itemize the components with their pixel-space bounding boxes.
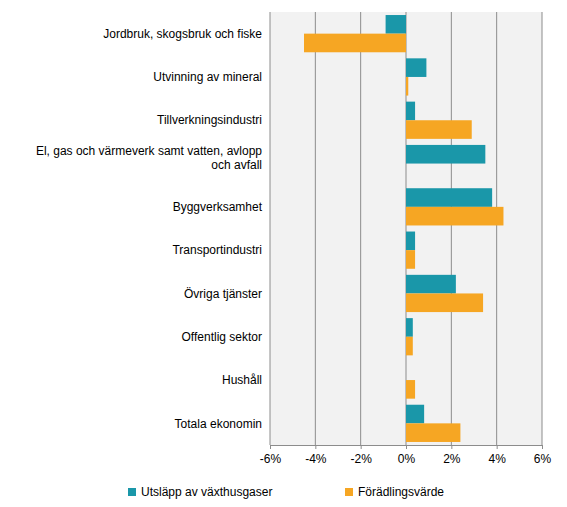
x-axis: -6% -4% -2% 0% 2% 4% 6% xyxy=(260,445,552,466)
category-label: Övriga tjänster xyxy=(184,287,262,301)
bar xyxy=(406,318,413,337)
grid-line xyxy=(270,12,271,445)
bar xyxy=(406,77,408,96)
legend: Utsläpp av växthusgaser Förädlingsvärde xyxy=(128,485,444,499)
category-label: Offentlig sektor xyxy=(182,330,262,344)
bar xyxy=(406,275,456,294)
tick-label: -6% xyxy=(260,452,282,466)
bar xyxy=(406,164,407,183)
grid xyxy=(270,12,542,445)
tick: 4% xyxy=(488,445,506,466)
tick-label: 0% xyxy=(398,452,416,466)
tick-label: 6% xyxy=(534,452,552,466)
tick-mark xyxy=(361,445,362,449)
category-label: El, gas och värmeverk samt vatten, avlop… xyxy=(36,144,262,172)
tick-mark xyxy=(451,445,452,449)
tick-label: -4% xyxy=(305,452,327,466)
bar xyxy=(406,380,415,399)
tick: 0% xyxy=(398,445,416,466)
legend-swatch xyxy=(345,488,353,496)
y-axis: Jordbruk, skogsbruk och fiske Utvinning a… xyxy=(36,27,263,431)
category-label-line: Byggverksamhet xyxy=(173,200,263,214)
bar xyxy=(386,15,406,34)
tick-mark xyxy=(497,445,498,449)
plot: -6% -4% -2% 0% 2% 4% 6% Jordbruk, skogsbruk och… xyxy=(36,12,552,466)
category-label: Jordbruk, skogsbruk och fiske xyxy=(103,27,262,41)
bar xyxy=(406,293,483,312)
category-label: Byggverksamhet xyxy=(173,200,263,214)
category-label-line: Offentlig sektor xyxy=(182,330,262,344)
category-label: Tillverkningsindustri xyxy=(157,113,262,127)
tick: 2% xyxy=(443,445,461,466)
chart: -6% -4% -2% 0% 2% 4% 6% Jordbruk, skogsbruk och… xyxy=(0,0,567,507)
tick-label: -2% xyxy=(350,452,372,466)
tick: -4% xyxy=(305,445,327,466)
bar xyxy=(406,102,415,121)
tick: -2% xyxy=(350,445,372,466)
tick-mark xyxy=(270,445,271,449)
grid-line xyxy=(360,12,361,445)
category-label: Hushåll xyxy=(222,373,262,387)
bar xyxy=(406,188,492,207)
bars xyxy=(304,15,503,442)
category-label: Transportindustri xyxy=(172,243,262,257)
bar xyxy=(406,250,415,269)
plot-background xyxy=(270,12,542,445)
bar xyxy=(406,58,426,77)
category-label-line: Utvinning av mineral xyxy=(153,70,262,84)
category-label-line: Tillverkningsindustri xyxy=(157,113,262,127)
tick-mark xyxy=(542,445,543,449)
tick-label: 2% xyxy=(443,452,461,466)
grid-line xyxy=(542,12,543,445)
bar xyxy=(406,337,413,356)
legend-label: Förädlingsvärde xyxy=(358,485,444,499)
category-label: Totala ekonomin xyxy=(175,417,262,431)
bar xyxy=(406,207,503,226)
bar xyxy=(406,232,415,251)
category-label-line: Jordbruk, skogsbruk och fiske xyxy=(103,27,262,41)
grid-line xyxy=(496,12,497,445)
category-label-line: Övriga tjänster xyxy=(184,287,262,301)
bar xyxy=(406,361,407,380)
category-label-line: Hushåll xyxy=(222,373,262,387)
tick-mark xyxy=(406,445,407,449)
tick: -6% xyxy=(260,445,282,466)
series xyxy=(304,34,503,442)
category-label-line: och avfall xyxy=(211,158,262,172)
legend-swatch xyxy=(128,488,136,496)
grid-line xyxy=(315,12,316,445)
tick-label: 4% xyxy=(488,452,506,466)
bar xyxy=(406,423,460,442)
bar xyxy=(406,120,472,139)
category-label-line: Transportindustri xyxy=(172,243,262,257)
tick-mark xyxy=(315,445,316,449)
category-label: Utvinning av mineral xyxy=(153,70,262,84)
tick: 6% xyxy=(534,445,552,466)
grid-line xyxy=(451,12,452,445)
category-label-line: El, gas och värmeverk samt vatten, avlop… xyxy=(36,144,262,158)
bar xyxy=(304,34,406,53)
bar xyxy=(406,405,424,424)
bar xyxy=(406,145,485,164)
category-label-line: Totala ekonomin xyxy=(175,417,262,431)
legend-label: Utsläpp av växthusgaser xyxy=(141,485,272,499)
